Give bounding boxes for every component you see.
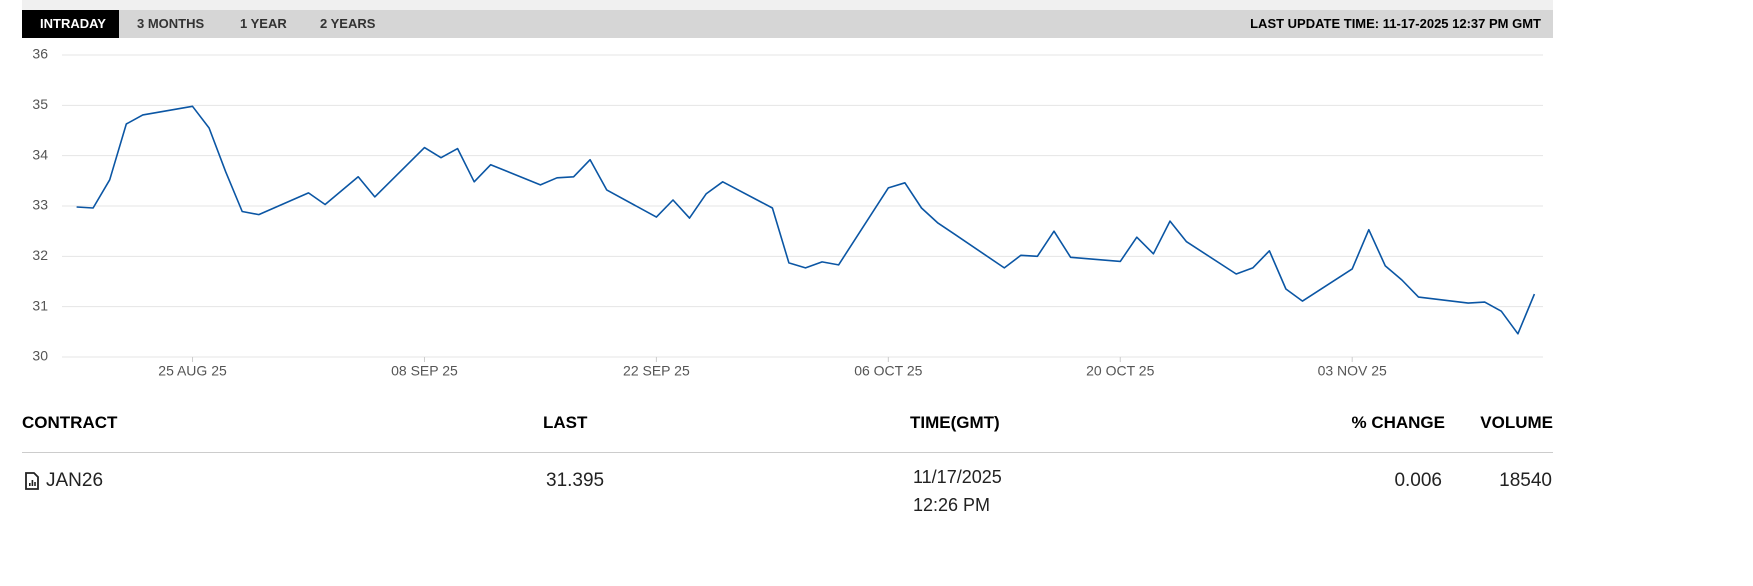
last-update: LAST UPDATE TIME: 11-17-2025 12:37 PM GM…: [1250, 16, 1541, 31]
column-header: TIME(GMT): [910, 413, 1000, 432]
time-clock: 12:26 PM: [913, 495, 991, 515]
x-tick-label: 20 OCT 25: [1086, 363, 1154, 379]
line: [76, 105, 1536, 335]
tab[interactable]: 2 YEARS: [320, 16, 376, 31]
column-header: LAST: [543, 413, 588, 432]
y-tick-label: 34: [32, 146, 48, 162]
percent-change: 0.006: [1394, 470, 1442, 491]
contract[interactable]: JAN26: [46, 470, 104, 491]
tab[interactable]: 3 MONTHS: [137, 16, 205, 31]
last-price: 31.395: [546, 470, 605, 491]
tab[interactable]: 1 YEAR: [240, 16, 287, 31]
y-tick-label: 33: [32, 197, 48, 213]
contract-icon[interactable]: [24, 472, 40, 490]
y-tick-label: 35: [32, 96, 48, 112]
column-header: VOLUME: [1480, 413, 1553, 432]
tab-bar: INTRADAY 3 MONTHS 1 YEAR 2 YEARS LAST UP…: [22, 10, 1553, 38]
volume: 18540: [1499, 470, 1552, 491]
x-tick-label: 08 SEP 25: [391, 363, 458, 379]
y-tick-label: 36: [32, 46, 48, 62]
x-tick-label: 22 SEP 25: [623, 363, 690, 379]
y-tick-label: 31: [32, 297, 48, 313]
x-tick-label: 03 NOV 25: [1318, 363, 1387, 379]
x-tick-label: 06 OCT 25: [854, 363, 922, 379]
column-header: % CHANGE: [1351, 413, 1445, 432]
y-tick-label: 30: [32, 348, 48, 364]
y-tick-label: 32: [32, 247, 48, 263]
chart: 30 31 32 33 34 35 36 25 AUG 25 08 SEP 25 22 SEP 2…: [32, 46, 1543, 379]
time-date: 11/17/2025: [913, 467, 1002, 487]
top-strip: [22, 0, 1553, 10]
column-header: CONTRACT: [22, 413, 118, 432]
divider: [22, 452, 1553, 453]
x-tick-label: 25 AUG 25: [158, 363, 227, 379]
tab[interactable]: INTRADAY: [22, 10, 119, 38]
